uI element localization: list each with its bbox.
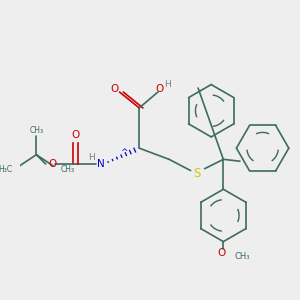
Text: CH₃: CH₃ xyxy=(61,165,75,174)
Text: H: H xyxy=(88,153,95,162)
Text: O: O xyxy=(156,84,164,94)
Text: H: H xyxy=(164,80,171,89)
Text: CH₃: CH₃ xyxy=(235,252,250,261)
Text: H₃C: H₃C xyxy=(0,165,12,174)
Text: O: O xyxy=(71,130,80,140)
Text: ^: ^ xyxy=(121,148,128,157)
Text: S: S xyxy=(194,167,201,180)
Text: N: N xyxy=(97,159,105,169)
Text: O: O xyxy=(217,248,226,258)
Text: O: O xyxy=(111,84,119,94)
Text: CH₃: CH₃ xyxy=(29,126,44,135)
Text: O: O xyxy=(48,159,56,169)
